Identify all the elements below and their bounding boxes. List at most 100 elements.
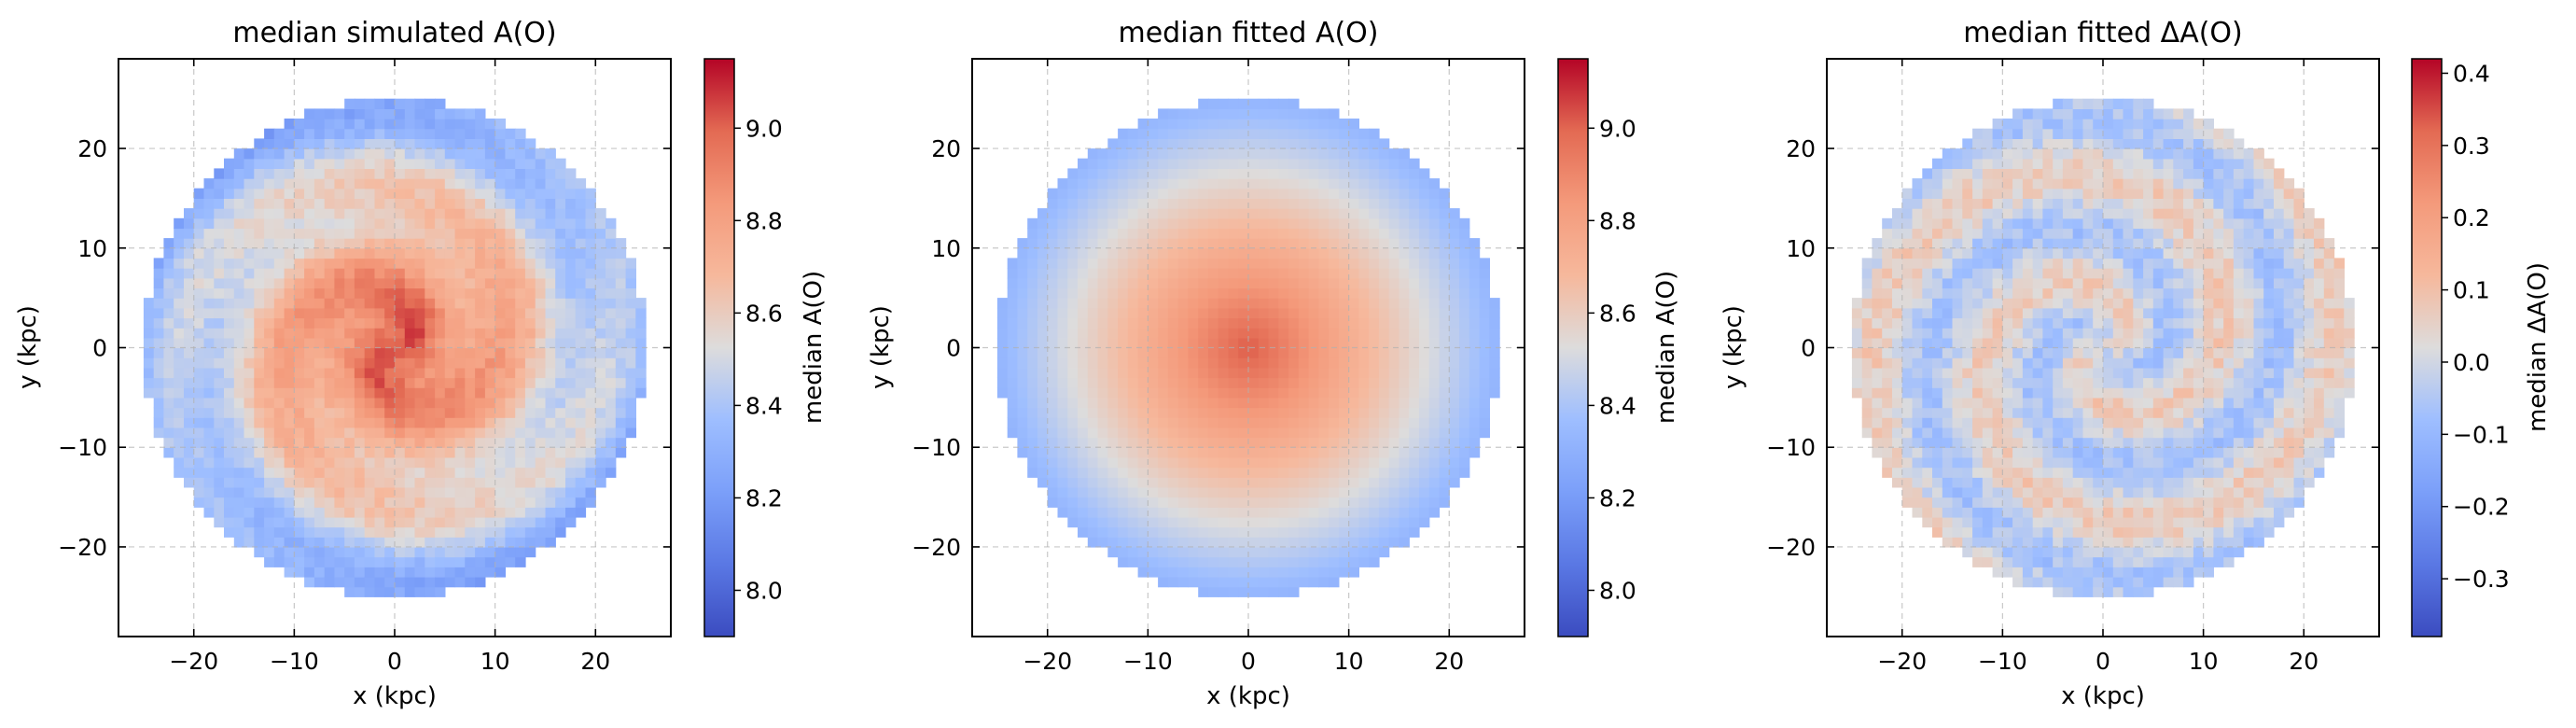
heatmap-cell <box>1198 567 1209 578</box>
heatmap-cell <box>1248 228 1260 239</box>
heatmap-cell <box>1207 268 1219 279</box>
heatmap-cell <box>1218 407 1230 418</box>
heatmap-cell <box>284 178 295 189</box>
heatmap-cell <box>334 217 345 230</box>
heatmap-cell <box>273 178 285 189</box>
heatmap-cell <box>1078 217 1089 230</box>
heatmap-cell <box>2032 347 2044 358</box>
heatmap-cell <box>324 477 336 488</box>
heatmap-cell <box>1047 447 1059 458</box>
heatmap-cell <box>1258 567 1270 578</box>
heatmap-cell <box>2042 198 2054 209</box>
heatmap-cell <box>1248 208 1260 219</box>
heatmap-cell <box>1348 427 1359 439</box>
heatmap-cell <box>284 337 295 349</box>
heatmap-cell <box>1248 567 1260 578</box>
heatmap-cell <box>1329 268 1340 279</box>
heatmap-cell <box>294 287 305 299</box>
heatmap-cell <box>344 477 355 488</box>
heatmap-cell <box>2002 168 2013 179</box>
heatmap-cell <box>524 397 536 409</box>
heatmap-cell <box>615 317 627 329</box>
heatmap-cell <box>1167 178 1179 189</box>
heatmap-cell <box>1047 337 1059 349</box>
heatmap-cell <box>454 217 466 230</box>
heatmap-cell <box>1248 507 1260 518</box>
heatmap-cell <box>1369 427 1380 439</box>
heatmap-cell <box>1148 427 1159 439</box>
heatmap-cell <box>1248 217 1260 230</box>
heatmap-cell <box>1912 217 1923 230</box>
heatmap-cell <box>555 188 566 199</box>
heatmap-cell <box>1268 98 1279 109</box>
heatmap-cell <box>1137 367 1149 379</box>
heatmap-cell <box>425 198 436 209</box>
heatmap-cell <box>1982 138 1994 149</box>
heatmap-cell <box>1057 277 1068 289</box>
heatmap-cell <box>193 387 205 399</box>
heatmap-cell <box>324 128 336 139</box>
heatmap-cell <box>273 347 285 358</box>
heatmap-cell <box>515 427 526 439</box>
heatmap-cell <box>1298 247 1310 259</box>
heatmap-cell <box>435 347 446 358</box>
heatmap-cell <box>484 119 496 130</box>
heatmap-cell <box>1972 516 1984 528</box>
heatmap-cell <box>404 456 416 469</box>
heatmap-cell <box>1399 347 1410 358</box>
heatmap-cell <box>475 456 486 469</box>
heatmap-cell <box>1922 198 1933 209</box>
heatmap-cell <box>374 437 385 448</box>
heatmap-cell <box>1449 447 1460 458</box>
heatmap-cell <box>625 407 636 418</box>
heatmap-cell <box>1428 208 1441 219</box>
heatmap-cell <box>324 347 336 358</box>
heatmap-cell <box>1207 427 1219 439</box>
heatmap-cell <box>313 417 326 428</box>
heatmap-cell <box>2012 108 2024 119</box>
heatmap-cell <box>174 277 185 289</box>
heatmap-cell <box>334 148 345 160</box>
heatmap-cell <box>1268 347 1279 358</box>
heatmap-cell <box>1449 238 1460 249</box>
heatmap-cell <box>1097 417 1108 428</box>
heatmap-cell <box>1148 507 1159 518</box>
heatmap-cell <box>1469 417 1481 428</box>
heatmap-cell <box>1428 238 1441 249</box>
heatmap-cell <box>264 128 275 139</box>
heatmap-cell <box>1872 287 1883 299</box>
heatmap-cell <box>2082 577 2094 588</box>
heatmap-cell <box>2072 217 2084 230</box>
heatmap-cell <box>2042 516 2054 528</box>
heatmap-cell <box>1358 526 1370 538</box>
heatmap-cell <box>996 328 1009 339</box>
heatmap-cell <box>1188 317 1199 329</box>
heatmap-cell <box>1137 477 1149 488</box>
heatmap-cell <box>1258 119 1270 130</box>
heatmap-cell <box>1078 516 1089 528</box>
heatmap-cell <box>334 477 345 488</box>
colorbar-bar <box>703 58 735 637</box>
heatmap-cell <box>1207 407 1219 418</box>
heatmap-cell <box>425 228 436 239</box>
heatmap-cell <box>1952 198 1963 209</box>
heatmap-cell <box>364 556 376 567</box>
heatmap-cell <box>2022 287 2034 299</box>
heatmap-cell <box>364 228 376 239</box>
heatmap-cell <box>494 367 506 379</box>
heatmap-cell <box>1962 437 1973 448</box>
heatmap-cell <box>1882 217 1893 230</box>
heatmap-cell <box>374 287 385 299</box>
heatmap-cell <box>1148 407 1159 418</box>
heatmap-cell <box>435 537 446 548</box>
heatmap-cell <box>2042 567 2054 578</box>
heatmap-cell <box>404 417 416 428</box>
heatmap-cell <box>1892 317 1903 329</box>
heatmap-cell <box>1167 228 1179 239</box>
heatmap-cell <box>2082 447 2094 458</box>
heatmap-cell <box>2032 138 2044 149</box>
heatmap-cell <box>1439 287 1450 299</box>
heatmap-cell <box>1459 377 1470 388</box>
heatmap-cell <box>606 427 617 439</box>
heatmap-cell <box>1329 128 1340 139</box>
